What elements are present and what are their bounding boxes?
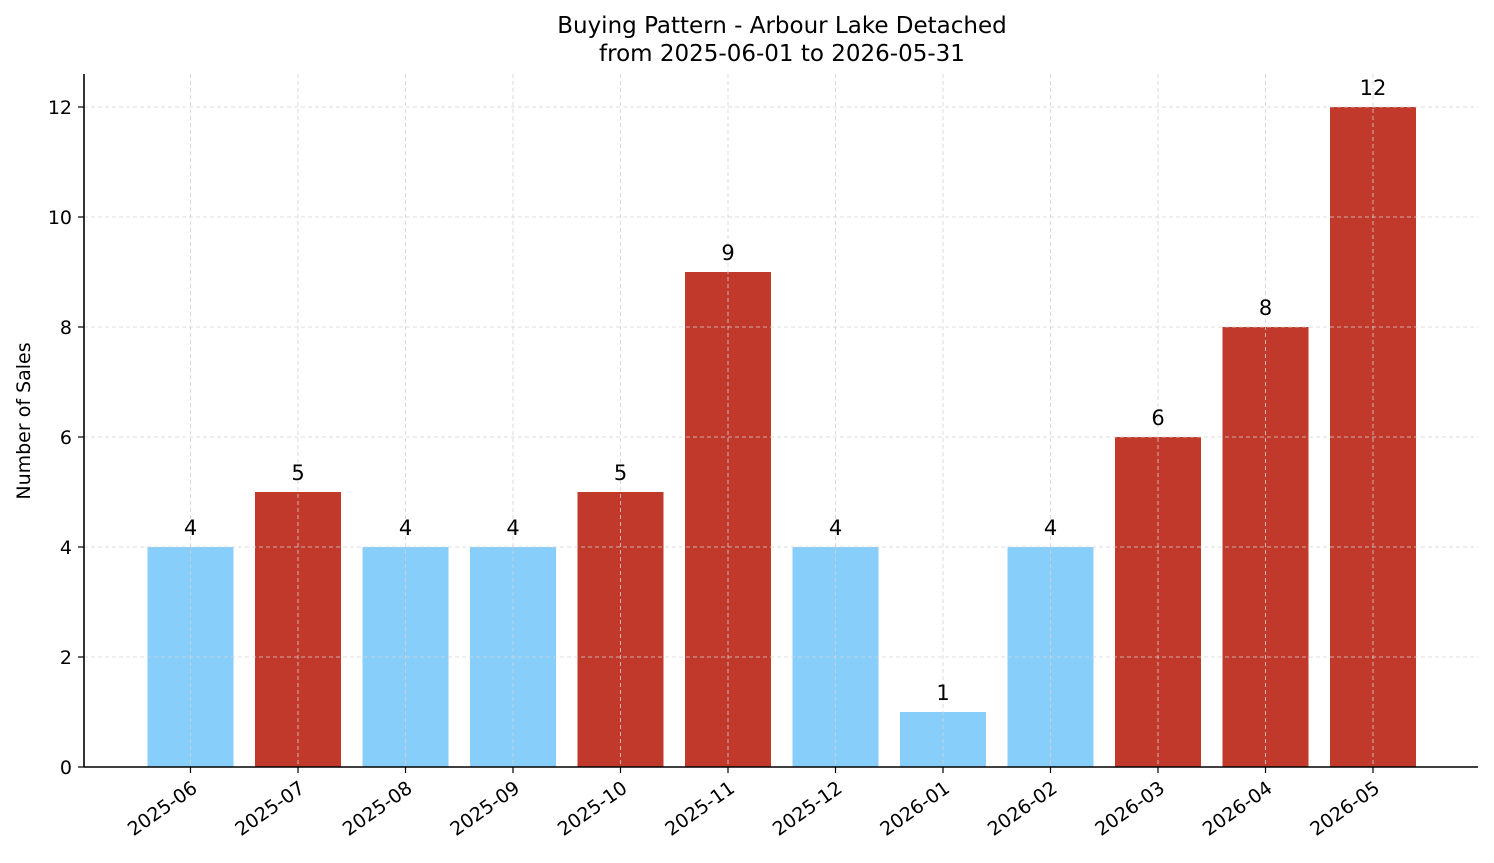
chart-subtitle: from 2025-06-01 to 2026-05-31 [599,41,965,67]
y-tick-label: 0 [60,757,72,779]
y-tick-label: 6 [60,427,72,449]
x-tick-label: 2025-11 [661,777,739,841]
y-tick-label: 4 [60,537,72,559]
x-tick-label: 2026-05 [1306,777,1384,841]
x-tick-label: 2025-09 [446,777,524,841]
y-tick-label: 8 [60,317,72,339]
y-tick-label: 2 [60,647,72,669]
data-label: 6 [1151,406,1164,430]
data-label: 8 [1259,296,1272,320]
data-label: 4 [829,516,842,540]
x-tick-label: 2025-06 [124,777,202,841]
x-tick-label: 2026-01 [876,777,954,841]
data-label: 12 [1360,76,1387,100]
x-tick-label: 2026-02 [984,777,1062,841]
x-tick-label: 2026-03 [1091,777,1169,841]
x-tick-label: 2026-04 [1199,777,1277,841]
y-axis-label: Number of Sales [13,342,35,499]
x-tick-label: 2025-10 [554,777,632,841]
data-label: 1 [936,681,949,705]
x-tick-label: 2025-12 [769,777,847,841]
y-tick-label: 10 [48,207,72,229]
data-label: 9 [721,241,734,265]
data-label: 4 [399,516,412,540]
x-tick-label: 2025-08 [339,777,417,841]
data-label: 4 [1044,516,1057,540]
chart-title: Buying Pattern - Arbour Lake Detached [557,13,1007,39]
data-label: 5 [291,461,304,485]
data-label: 4 [184,516,197,540]
data-labels: 4 5 4 4 5 9 4 1 4 6 8 12 [184,76,1387,705]
data-label: 5 [614,461,627,485]
y-tick-label: 12 [48,97,72,119]
data-label: 4 [506,516,519,540]
x-tick-label: 2025-07 [231,777,309,841]
